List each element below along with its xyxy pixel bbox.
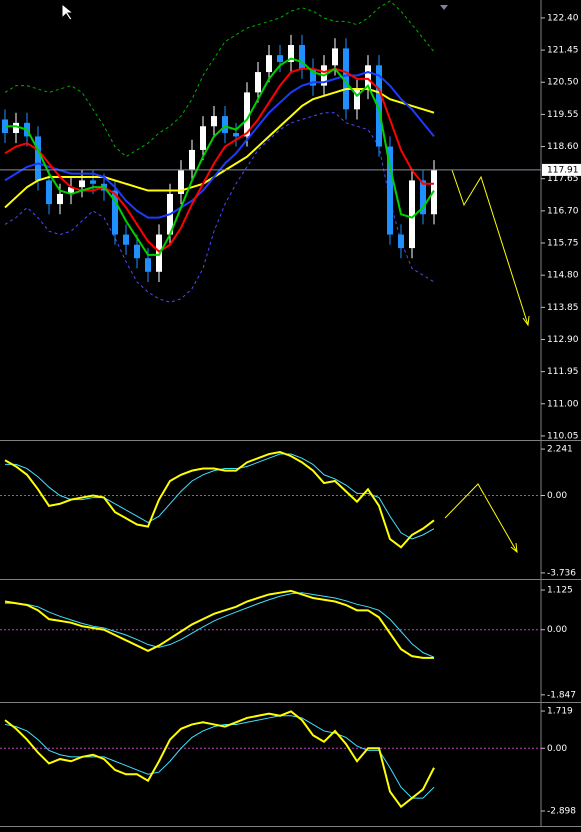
candle-body [79, 180, 85, 188]
y-tick-label: 115.75 [547, 239, 579, 249]
arrow-head [510, 542, 518, 554]
candle-body [112, 190, 118, 235]
candle-body [35, 136, 41, 181]
candle-body [145, 258, 151, 272]
y-tick-label: -3.736 [547, 568, 576, 578]
candle-body [277, 55, 283, 62]
y-tick-label: 1.719 [547, 707, 573, 717]
indicator-line [4, 450, 435, 549]
candle-body [200, 126, 206, 150]
candle-body [134, 244, 140, 259]
candle-body [211, 116, 217, 127]
y-tick-label: 121.45 [547, 46, 579, 56]
arrow-head [522, 315, 530, 327]
shift-marker [440, 5, 448, 10]
candle-body [178, 170, 184, 194]
projection-arrow [451, 169, 529, 326]
indicator-line [5, 592, 435, 658]
moving-average [5, 57, 435, 256]
band-line [4, 112, 435, 303]
candle-body [123, 234, 129, 245]
y-tick-label: 0.00 [547, 744, 567, 754]
candle-body [68, 187, 74, 194]
y-tick-label: 118.60 [547, 142, 579, 152]
candle-body [90, 180, 96, 184]
candle-body [409, 180, 415, 249]
y-tick-label: 0.00 [547, 625, 567, 635]
y-tick-label: 2.241 [547, 445, 573, 455]
moving-average [4, 88, 435, 209]
candle-body [57, 193, 63, 205]
candle-body [255, 72, 261, 93]
y-tick-label: 112.90 [547, 335, 579, 345]
y-tick-label: 0.00 [547, 491, 567, 501]
price-label: 117.91 [547, 165, 579, 175]
candle-body [46, 180, 52, 205]
candle-body [332, 48, 338, 66]
candle-body [299, 45, 305, 69]
indicator-line [4, 710, 435, 809]
mouse-cursor [61, 2, 75, 21]
candle-body [13, 122, 19, 134]
price-label-box [542, 163, 581, 176]
y-tick-label: 114.80 [547, 271, 579, 281]
moving-average [4, 67, 434, 253]
candle-body [233, 133, 239, 137]
candle-body [244, 92, 250, 137]
y-tick-label: 111.95 [547, 367, 579, 377]
candle-body [376, 65, 382, 147]
y-tick-label: -1.847 [547, 690, 576, 700]
candle-body [398, 234, 404, 249]
candle-body [420, 180, 426, 215]
candle-body [354, 89, 360, 110]
candle-body [189, 149, 195, 171]
candle-body [387, 146, 393, 235]
y-tick-label: 111.00 [547, 399, 579, 409]
band-line [4, 0, 435, 158]
candle-body [343, 48, 349, 110]
candle-body [266, 55, 272, 73]
candle-body [365, 65, 371, 90]
projection-arrow [444, 483, 518, 553]
y-tick-label: 119.55 [547, 110, 579, 120]
y-tick-label: 1.125 [547, 586, 573, 596]
y-tick-label: 110.05 [547, 431, 579, 441]
y-tick-label: 120.50 [547, 78, 579, 88]
y-tick-label: 116.70 [547, 206, 579, 216]
y-tick-label: 117.65 [547, 174, 579, 184]
indicator-line [4, 589, 434, 659]
candle-body [310, 68, 316, 86]
candle-body [222, 116, 228, 134]
y-tick-label: -2.898 [547, 807, 576, 817]
candle-body [288, 45, 294, 62]
y-tick-label: 113.85 [547, 303, 579, 313]
y-tick-label: 122.40 [547, 13, 579, 23]
